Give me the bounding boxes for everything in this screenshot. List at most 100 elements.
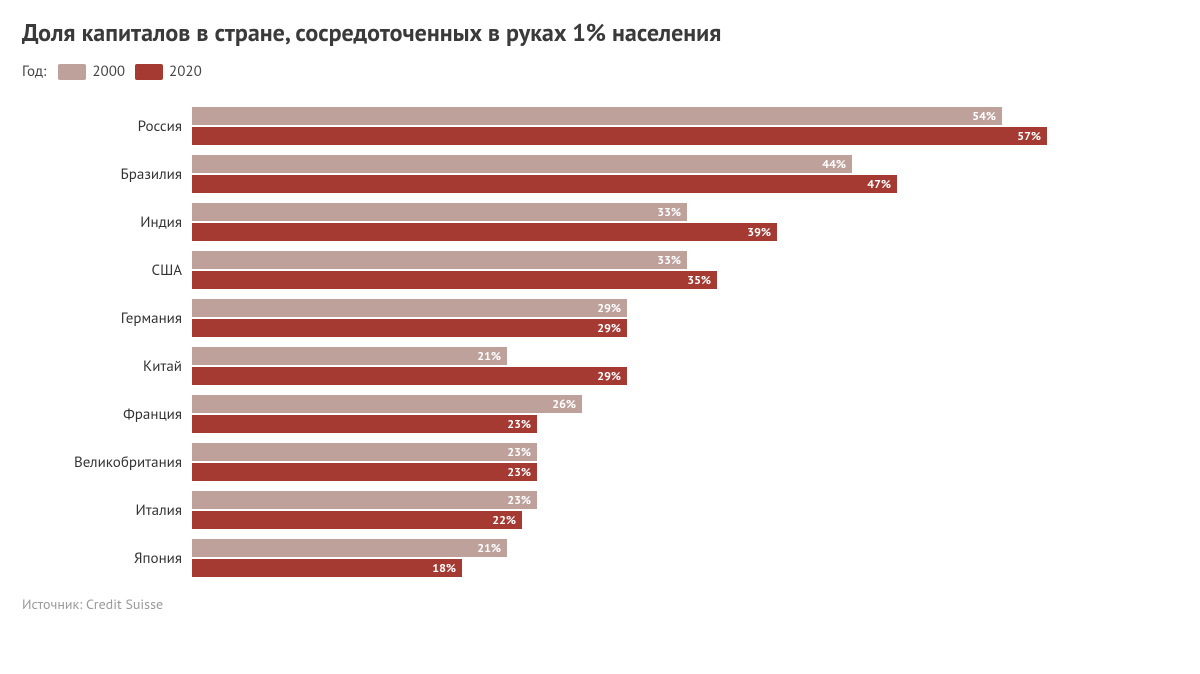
- bar-value: 29%: [597, 369, 621, 384]
- bar-value: 18%: [432, 561, 456, 576]
- bar-2000: 21%: [192, 539, 507, 557]
- row-label: Китай: [22, 347, 192, 385]
- legend: Год: 2000 2020: [22, 62, 1178, 81]
- bar-value: 35%: [687, 273, 711, 288]
- bar-value: 23%: [507, 417, 531, 432]
- row-label: Индия: [22, 203, 192, 241]
- bar-track: 54%: [192, 107, 1092, 125]
- bar-value: 23%: [507, 445, 531, 460]
- bar-2020: 29%: [192, 367, 627, 385]
- legend-item-2020: 2020: [135, 62, 202, 81]
- chart-row: Бразилия 44% 47%: [22, 155, 1178, 193]
- legend-item-2000: 2000: [58, 62, 125, 81]
- row-label: Россия: [22, 107, 192, 145]
- bar-value: 44%: [822, 157, 846, 172]
- bar-track: 18%: [192, 559, 1092, 577]
- chart-row: Китай 21% 29%: [22, 347, 1178, 385]
- bar-track: 23%: [192, 415, 1092, 433]
- row-bars: 29%29%: [192, 299, 1092, 337]
- bar-track: 35%: [192, 271, 1092, 289]
- bar-track: 23%: [192, 443, 1092, 461]
- bar-2000: 54%: [192, 107, 1002, 125]
- row-bars: 33% 39%: [192, 203, 1092, 241]
- bar-2020: 35%: [192, 271, 717, 289]
- bar-2000: 23%: [192, 443, 537, 461]
- bar-track: 21%: [192, 539, 1092, 557]
- bar-value: 29%: [597, 321, 621, 336]
- bar-value: 33%: [657, 205, 681, 220]
- row-label: США: [22, 251, 192, 289]
- bar-track: 26%: [192, 395, 1092, 413]
- bar-track: 39%: [192, 223, 1092, 241]
- bar-2020: 18%: [192, 559, 462, 577]
- chart-row: Россия 54% 57%: [22, 107, 1178, 145]
- bar-2000: 33%: [192, 251, 687, 269]
- bar-value: 21%: [477, 541, 501, 556]
- legend-text-2000: 2000: [92, 62, 125, 81]
- bar-track: 22%: [192, 511, 1092, 529]
- row-label: Бразилия: [22, 155, 192, 193]
- row-bars: 23%23%: [192, 443, 1092, 481]
- chart-row: США 33% 35%: [22, 251, 1178, 289]
- row-label: Италия: [22, 491, 192, 529]
- legend-text-2020: 2020: [169, 62, 202, 81]
- bar-value: 33%: [657, 253, 681, 268]
- bar-track: 21%: [192, 347, 1092, 365]
- bar-value: 54%: [972, 109, 996, 124]
- row-label: Великобритания: [22, 443, 192, 481]
- chart-row: Италия23%22%: [22, 491, 1178, 529]
- bar-2020: 29%: [192, 319, 627, 337]
- bar-value: 26%: [552, 397, 576, 412]
- chart-row: Германия29%29%: [22, 299, 1178, 337]
- chart-row: Япония 21% 18%: [22, 539, 1178, 577]
- chart-row: Индия 33% 39%: [22, 203, 1178, 241]
- bar-value: 21%: [477, 349, 501, 364]
- chart-title: Доля капиталов в стране, сосредоточенных…: [22, 18, 1178, 48]
- bar-value: 39%: [747, 225, 771, 240]
- bar-2000: 23%: [192, 491, 537, 509]
- bar-track: 29%: [192, 367, 1092, 385]
- bar-value: 23%: [507, 493, 531, 508]
- bar-track: 29%: [192, 319, 1092, 337]
- legend-swatch-2020: [135, 64, 163, 80]
- bar-chart: Россия 54% 57% Бразилия 44% 47% Индия 33% 39% США…: [22, 107, 1178, 577]
- bar-value: 47%: [867, 177, 891, 192]
- bar-2000: 26%: [192, 395, 582, 413]
- bar-value: 23%: [507, 465, 531, 480]
- source-line: Источник: Credit Suisse: [22, 595, 1178, 613]
- bar-2000: 33%: [192, 203, 687, 221]
- row-bars: 26% 23%: [192, 395, 1092, 433]
- row-label: Германия: [22, 299, 192, 337]
- bar-track: 33%: [192, 251, 1092, 269]
- bar-2020: 57%: [192, 127, 1047, 145]
- legend-swatch-2000: [58, 64, 86, 80]
- row-bars: 23%22%: [192, 491, 1092, 529]
- row-bars: 33% 35%: [192, 251, 1092, 289]
- chart-row: Великобритания23%23%: [22, 443, 1178, 481]
- row-label: Япония: [22, 539, 192, 577]
- bar-track: 47%: [192, 175, 1092, 193]
- bar-track: 23%: [192, 463, 1092, 481]
- chart-row: Франция 26% 23%: [22, 395, 1178, 433]
- bar-value: 22%: [492, 513, 516, 528]
- bar-track: 57%: [192, 127, 1092, 145]
- row-label: Франция: [22, 395, 192, 433]
- bar-2020: 23%: [192, 415, 537, 433]
- bar-track: 23%: [192, 491, 1092, 509]
- bar-2000: 29%: [192, 299, 627, 317]
- legend-label: Год:: [22, 62, 46, 81]
- bar-2000: 21%: [192, 347, 507, 365]
- bar-track: 33%: [192, 203, 1092, 221]
- bar-track: 29%: [192, 299, 1092, 317]
- source-name: Credit Suisse: [86, 595, 163, 613]
- row-bars: 21% 18%: [192, 539, 1092, 577]
- bar-value: 29%: [597, 301, 621, 316]
- row-bars: 44% 47%: [192, 155, 1092, 193]
- bar-2020: 22%: [192, 511, 522, 529]
- source-prefix: Источник:: [22, 595, 86, 613]
- bar-track: 44%: [192, 155, 1092, 173]
- bar-2020: 39%: [192, 223, 777, 241]
- bar-2020: 47%: [192, 175, 897, 193]
- bar-value: 57%: [1017, 129, 1041, 144]
- row-bars: 21% 29%: [192, 347, 1092, 385]
